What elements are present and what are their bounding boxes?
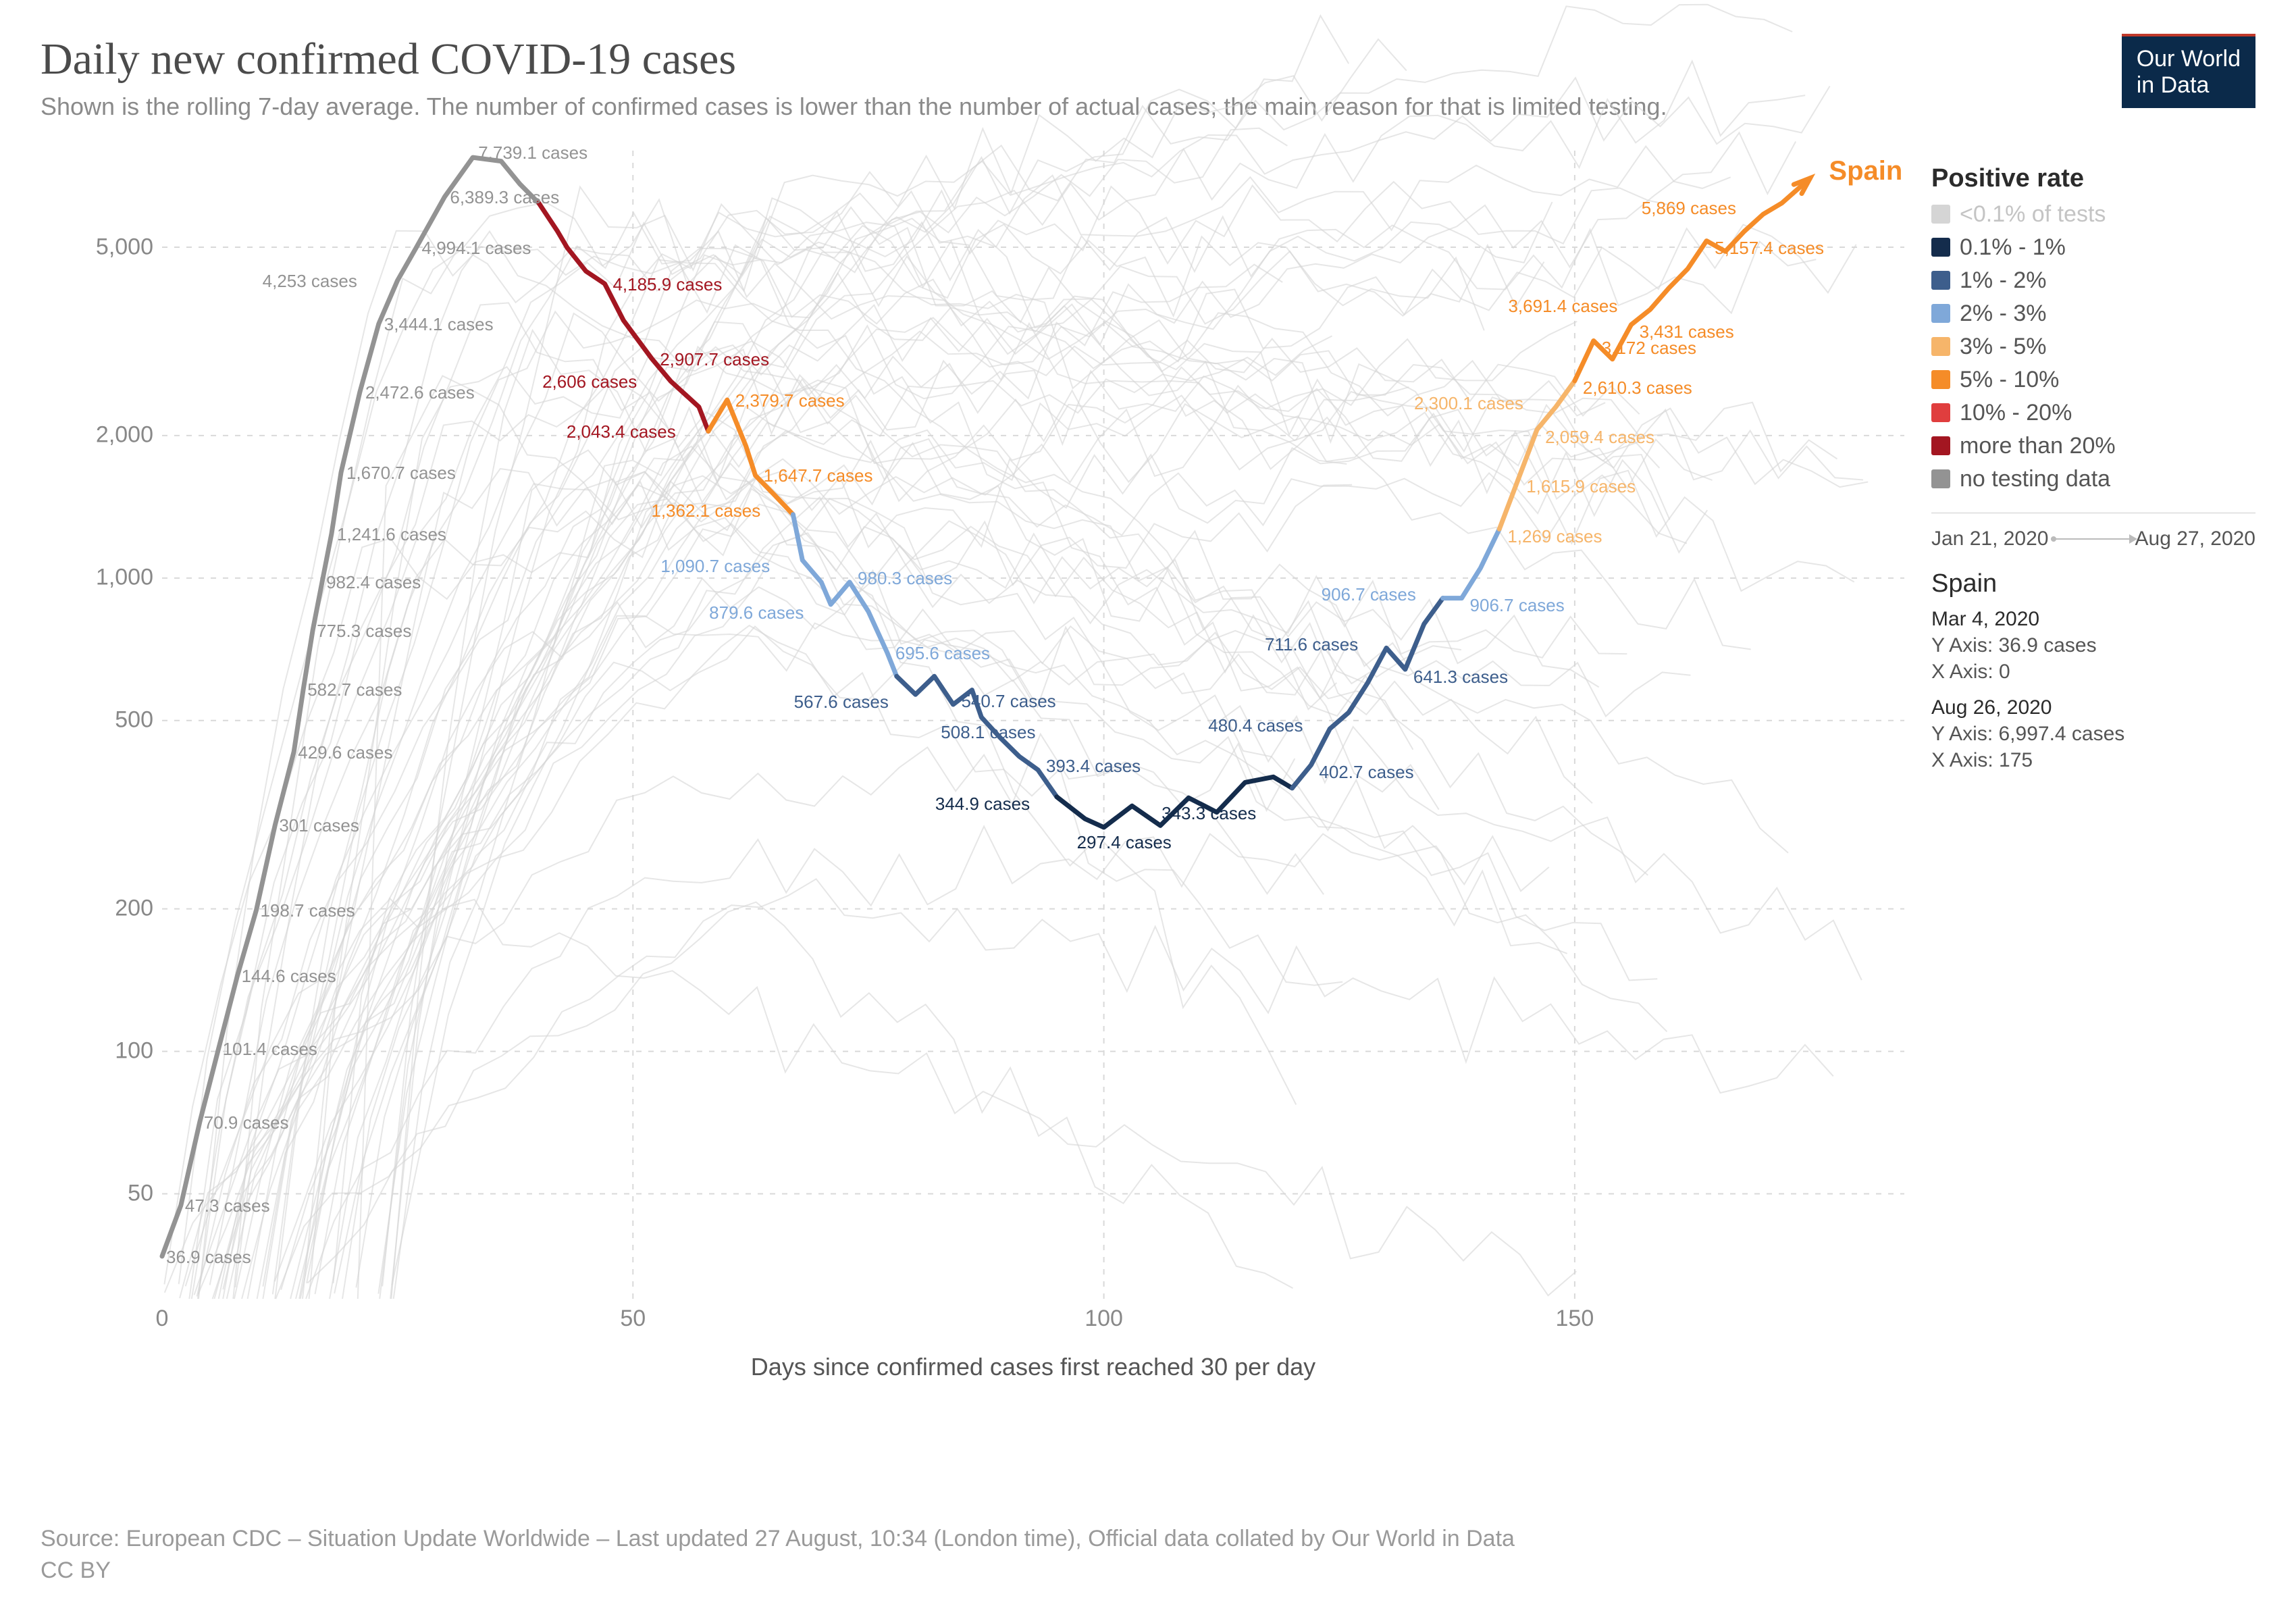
legend-label: 10% - 20% <box>1960 400 2072 426</box>
x-tick: 150 <box>1556 1306 1594 1332</box>
x-axis-label: Days since confirmed cases first reached… <box>162 1353 1904 1381</box>
legend-swatch <box>1931 205 1950 224</box>
chart-subtitle: Shown is the rolling 7-day average. The … <box>41 91 1864 124</box>
plot-svg <box>162 151 1904 1299</box>
legend-swatch <box>1931 304 1950 323</box>
legend-item[interactable]: 0.1% - 1% <box>1931 234 2255 261</box>
logo-line1: Our World <box>2137 46 2241 72</box>
spain-segment <box>1293 598 1443 788</box>
chart-header: Daily new confirmed COVID-19 cases Shown… <box>41 34 2255 124</box>
legend-item[interactable]: <0.1% of tests <box>1931 201 2255 228</box>
timeline-start: Jan 21, 2020 <box>1931 527 2048 551</box>
info-end: Aug 26, 2020 Y Axis: 6,997.4 cases X Axi… <box>1931 694 2255 773</box>
legend-swatch <box>1931 238 1950 257</box>
legend-label: 0.1% - 1% <box>1960 234 2066 261</box>
legend-label: 5% - 10% <box>1960 367 2059 393</box>
legend-item[interactable]: 2% - 3% <box>1931 301 2255 327</box>
legend-item[interactable]: 3% - 5% <box>1931 334 2255 360</box>
legend-label: 2% - 3% <box>1960 301 2047 327</box>
legend-label: 3% - 5% <box>1960 334 2047 360</box>
legend-item[interactable]: 1% - 2% <box>1931 267 2255 294</box>
footer-source: Source: European CDC – Situation Update … <box>41 1523 2255 1555</box>
legend-title: Positive rate <box>1931 164 2255 193</box>
x-tick: 0 <box>156 1306 169 1332</box>
page: Our World in Data Daily new confirmed CO… <box>0 0 2296 1621</box>
info-start: Mar 4, 2020 Y Axis: 36.9 cases X Axis: 0 <box>1931 606 2255 685</box>
legend-item[interactable]: no testing data <box>1931 466 2255 492</box>
y-tick: 100 <box>45 1038 153 1064</box>
legend-swatch <box>1931 403 1950 422</box>
legend-label: <0.1% of tests <box>1960 201 2106 228</box>
legend-swatch <box>1931 370 1950 389</box>
legend-label: more than 20% <box>1960 433 2116 459</box>
legend-item[interactable]: more than 20% <box>1931 433 2255 459</box>
y-tick: 5,000 <box>45 234 153 260</box>
chart-title: Daily new confirmed COVID-19 cases <box>41 34 2255 85</box>
legend-label: 1% - 2% <box>1960 267 2047 294</box>
series-info: Spain Mar 4, 2020 Y Axis: 36.9 cases X A… <box>1931 567 2255 773</box>
legend: Positive rate <0.1% of tests 0.1% - 1% 1% … <box>1931 164 2255 783</box>
y-tick: 2,000 <box>45 422 153 448</box>
x-tick: 50 <box>620 1306 646 1332</box>
spain-segment <box>1575 178 1810 380</box>
timeline-end: Aug 27, 2020 <box>2135 527 2256 551</box>
legend-swatch <box>1931 337 1950 356</box>
chart-footer: Source: European CDC – Situation Update … <box>41 1523 2255 1587</box>
x-axis: 050100150 <box>162 1306 1904 1346</box>
y-tick: 200 <box>45 896 153 922</box>
y-tick: 500 <box>45 707 153 734</box>
x-tick: 100 <box>1085 1306 1123 1332</box>
footer-license: CC BY <box>41 1555 2255 1587</box>
plot: 36.9 cases47.3 cases70.9 cases101.4 case… <box>162 151 1904 1299</box>
legend-swatch <box>1931 436 1950 455</box>
info-country: Spain <box>1931 567 2255 600</box>
spain-segment <box>162 157 539 1256</box>
logo-line2: in Data <box>2137 72 2241 99</box>
timeline-arrow <box>2048 527 2135 551</box>
spain-segment <box>1443 529 1500 598</box>
legend-item[interactable]: 5% - 10% <box>1931 367 2255 393</box>
spain-segment <box>793 514 896 676</box>
owid-logo: Our World in Data <box>2122 34 2255 108</box>
legend-swatch <box>1931 271 1950 290</box>
chart-area: 501002005001,0002,0005,000 36.9 cases47.… <box>41 144 2255 1414</box>
legend-items: <0.1% of tests 0.1% - 1% 1% - 2% 2% - 3% 3% … <box>1931 201 2255 492</box>
legend-label: no testing data <box>1960 466 2110 492</box>
timeline: Jan 21, 2020 Aug 27, 2020 <box>1931 513 2255 551</box>
legend-item[interactable]: 10% - 20% <box>1931 400 2255 426</box>
y-tick: 1,000 <box>45 565 153 591</box>
legend-swatch <box>1931 469 1950 488</box>
y-axis: 50 100 200 500 1,000 2,000 5,000 <box>41 151 159 1299</box>
y-tick: 50 <box>45 1181 153 1207</box>
